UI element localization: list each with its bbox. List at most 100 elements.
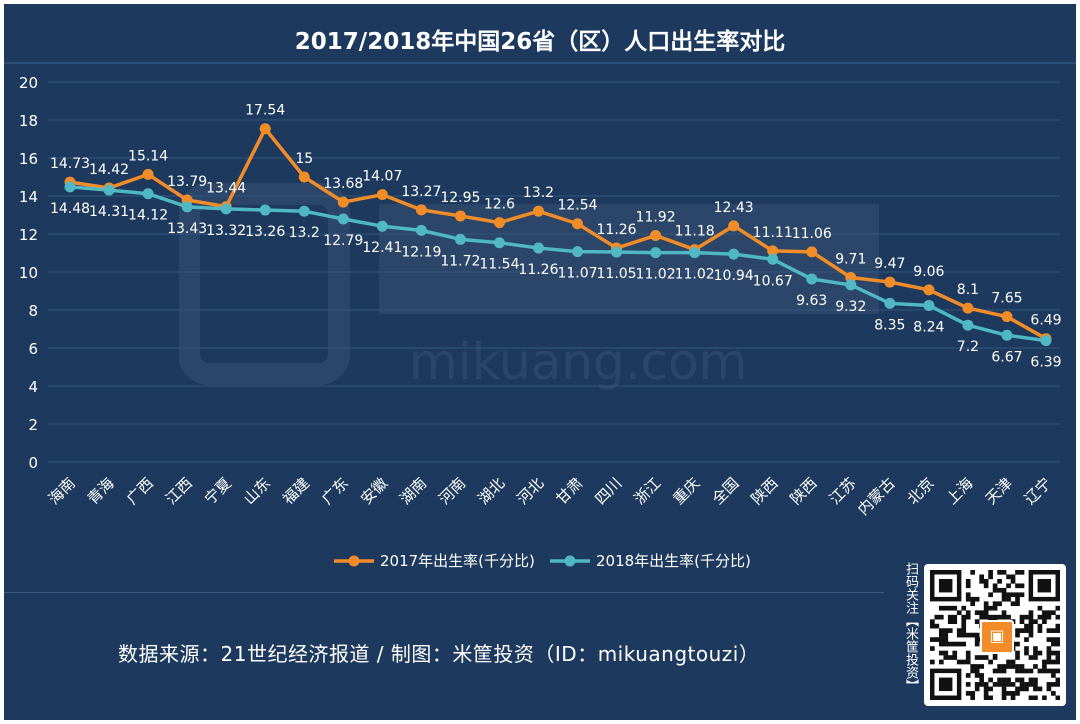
data-label-1: 15.14	[128, 148, 168, 164]
y-tick-label: 14	[19, 188, 38, 206]
data-point-2	[415, 224, 427, 236]
line-chart: 0 2 4 6 8 10 12 14 16 18 20 海南 青海 广西 江西 宁夏 山东 福建 广东 安徽 湖南 河南…	[19, 74, 1062, 570]
data-label-2: 9.32	[835, 299, 866, 315]
data-label-1: 11.26	[597, 222, 637, 238]
x-tick-label: 海南	[45, 474, 79, 508]
title-divider	[4, 62, 1076, 64]
data-label-1: 15	[295, 151, 313, 167]
data-point-1	[572, 218, 584, 230]
data-point-2	[572, 246, 584, 258]
data-point-2	[493, 237, 505, 249]
data-label-2: 12.79	[323, 233, 363, 249]
data-point-1	[376, 189, 388, 201]
y-tick-label: 10	[19, 264, 38, 282]
data-label-2: 12.19	[401, 244, 441, 260]
legend-label-1: 2017年出生率(千分比)	[380, 552, 535, 570]
data-label-1: 12.43	[714, 200, 754, 216]
footer-divider	[4, 592, 884, 593]
y-tick-label: 4	[28, 378, 38, 396]
data-point-1	[806, 246, 818, 258]
x-tick-label: 湖北	[474, 474, 508, 508]
data-label-2: 13.26	[245, 224, 285, 240]
data-point-2	[650, 247, 662, 259]
data-point-1	[259, 123, 271, 135]
data-point-2	[454, 233, 466, 245]
data-point-2	[1001, 329, 1013, 341]
data-point-1	[1001, 311, 1013, 323]
data-point-2	[962, 319, 974, 331]
legend-label-2: 2018年出生率(千分比)	[596, 552, 751, 570]
x-tick-label: 河南	[435, 474, 469, 508]
data-label-2: 6.67	[991, 349, 1022, 365]
data-label-1: 11.92	[636, 210, 676, 226]
y-tick-label: 6	[28, 340, 38, 358]
x-tick-label: 青海	[84, 474, 118, 508]
qr-logo-icon: ▣	[980, 620, 1014, 654]
x-tick-label: 内蒙古	[854, 474, 899, 519]
qr-code[interactable]: ▣	[924, 564, 1066, 706]
data-label-1: 12.54	[557, 198, 597, 214]
data-point-2	[923, 299, 935, 311]
data-point-2	[181, 201, 193, 213]
series-line-1	[69, 126, 1047, 341]
data-point-1	[962, 302, 974, 314]
data-label-2: 9.63	[796, 293, 827, 309]
data-label-1: 8.1	[957, 282, 979, 298]
legend-marker-2	[564, 555, 576, 567]
data-label-2: 11.26	[518, 262, 558, 278]
data-label-2: 13.43	[167, 221, 207, 237]
data-point-2	[689, 247, 701, 259]
y-tick-label: 2	[28, 416, 38, 434]
chart-title: 2017/2018年中国26省（区）人口出生率对比	[294, 29, 786, 55]
data-label-1: 9.71	[835, 252, 866, 268]
data-point-1	[142, 168, 154, 180]
x-tick-label: 陕西	[748, 474, 782, 508]
y-tick-label: 0	[28, 454, 38, 472]
x-tick-label: 山东	[240, 474, 274, 508]
x-tick-label: 四川	[591, 474, 625, 508]
data-point-2	[259, 204, 271, 216]
data-label-2: 11.54	[479, 257, 519, 273]
data-point-1	[532, 205, 544, 217]
y-tick-label: 8	[28, 302, 38, 320]
data-label-1: 6.49	[1030, 313, 1061, 329]
data-point-2	[298, 205, 310, 217]
data-label-1: 13.68	[323, 176, 363, 192]
y-tick-label: 16	[19, 150, 38, 168]
data-point-2	[884, 297, 896, 309]
x-tick-label: 湖南	[396, 474, 430, 508]
qr-code-pattern	[930, 570, 1060, 700]
x-tick-label: 河北	[513, 474, 547, 508]
x-tick-label: 全国	[709, 474, 743, 508]
data-label-1: 14.42	[89, 162, 129, 178]
data-label-2: 8.35	[874, 317, 905, 333]
x-tick-label: 江西	[162, 474, 196, 508]
data-label-1: 13.79	[167, 174, 207, 190]
x-tick-label: 上海	[943, 474, 977, 508]
data-label-1: 11.06	[792, 226, 832, 242]
x-tick-label: 安徽	[357, 474, 391, 508]
data-point-1	[650, 230, 662, 242]
data-label-1: 12.95	[440, 190, 480, 206]
data-point-1	[884, 276, 896, 288]
qr-caption: 扫码关注【米筐投资】	[903, 562, 918, 692]
data-label-2: 14.12	[128, 208, 168, 224]
data-point-2	[532, 242, 544, 254]
data-label-1: 17.54	[245, 103, 285, 119]
data-point-2	[220, 203, 232, 215]
x-tick-label: 北京	[904, 474, 938, 508]
y-tick-label: 20	[19, 74, 38, 92]
data-point-1	[728, 220, 740, 232]
data-label-2: 6.39	[1030, 355, 1061, 371]
data-point-1	[298, 171, 310, 183]
data-label-2: 12.41	[362, 240, 402, 256]
data-point-1	[454, 210, 466, 222]
data-label-2: 11.07	[557, 266, 597, 282]
data-label-1: 14.07	[362, 169, 402, 185]
data-label-2: 7.2	[957, 339, 979, 355]
data-point-2	[806, 273, 818, 285]
data-point-1	[415, 204, 427, 216]
x-tick-label: 广东	[318, 474, 352, 508]
data-label-2: 8.24	[913, 319, 944, 335]
